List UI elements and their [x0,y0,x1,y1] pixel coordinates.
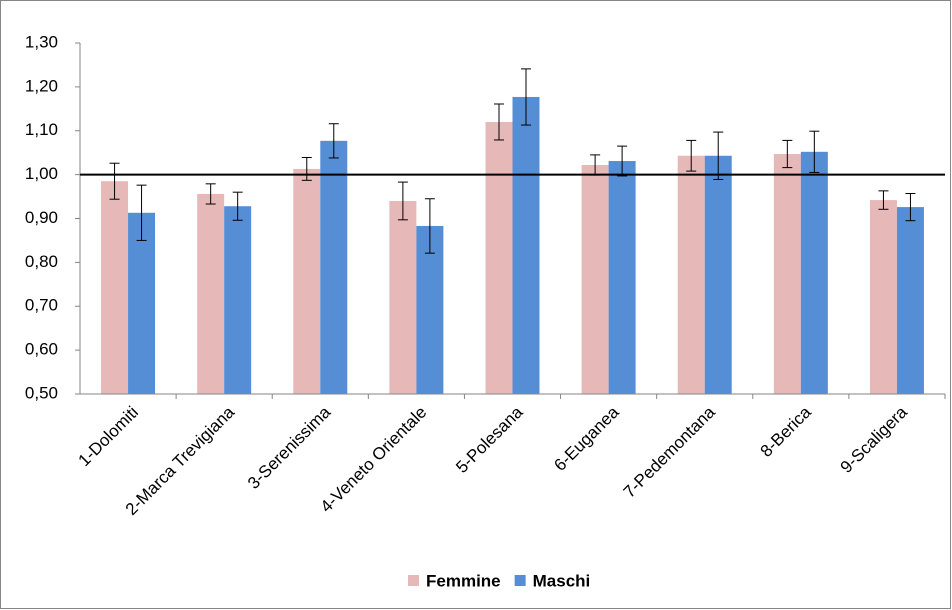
bar [224,206,252,394]
bar [101,181,129,394]
y-tick-label: 0,60 [25,340,58,359]
y-tick-label: 1,00 [25,164,58,183]
bar [485,121,513,394]
bar [896,207,924,394]
bar [677,155,705,394]
bar [320,140,348,394]
y-tick-label: 1,30 [25,32,58,51]
bar [581,164,609,394]
bar [773,154,801,394]
y-tick-label: 1,20 [25,76,58,95]
bar [512,96,540,394]
legend-label: Maschi [533,571,591,590]
y-tick-label: 1,10 [25,120,58,139]
bar [416,225,444,394]
bar [197,193,225,394]
bar [869,200,897,394]
y-tick-label: 0,50 [25,383,58,402]
bar [128,212,156,394]
bar [389,200,417,394]
legend-label: Femmine [426,571,501,590]
legend-marker [408,575,419,586]
bar [800,151,828,394]
bar [608,161,636,394]
y-tick-label: 0,70 [25,296,58,315]
bar [293,168,321,394]
y-tick-label: 0,90 [25,208,58,227]
bar [704,155,732,394]
y-tick-label: 0,80 [25,252,58,271]
legend-marker [514,575,526,586]
